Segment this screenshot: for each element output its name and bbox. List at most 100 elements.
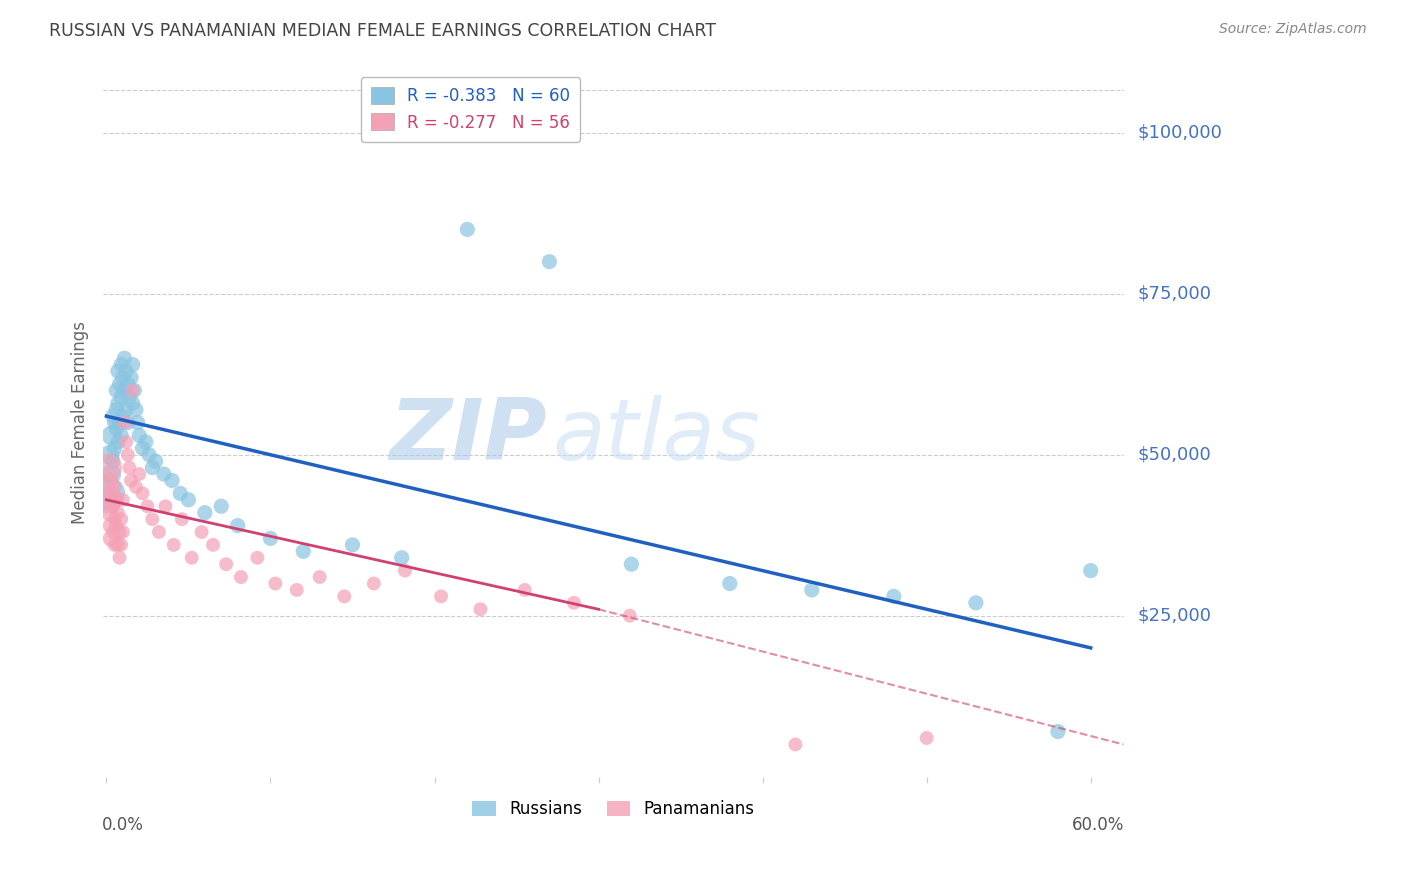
Point [108, 416, 131, 430]
Point [141, 512, 163, 526]
Point [619, 608, 641, 623]
Point [785, 738, 807, 752]
Point [342, 538, 364, 552]
Point [163, 538, 186, 552]
Point [101, 524, 124, 539]
Point [98, 448, 121, 462]
Point [118, 460, 141, 475]
Point [135, 434, 157, 449]
Point [100, 532, 122, 546]
Point [456, 222, 478, 236]
Point [128, 467, 150, 481]
Point [153, 467, 176, 481]
Text: 0.0%: 0.0% [103, 815, 143, 833]
Point [800, 582, 823, 597]
Point [110, 538, 132, 552]
Point [121, 358, 143, 372]
Text: RUSSIAN VS PANAMANIAN MEDIAN FEMALE EARNINGS CORRELATION CHART: RUSSIAN VS PANAMANIAN MEDIAN FEMALE EARN… [49, 22, 716, 40]
Point [108, 524, 131, 539]
Point [169, 486, 191, 500]
Point [111, 524, 134, 539]
Point [100, 467, 122, 481]
Point [105, 492, 128, 507]
Point [883, 590, 905, 604]
Point [110, 358, 132, 372]
Point [120, 474, 142, 488]
Point [117, 416, 139, 430]
Point [107, 364, 129, 378]
Point [145, 454, 167, 468]
Point [148, 524, 170, 539]
Point [177, 492, 200, 507]
Text: $75,000: $75,000 [1137, 285, 1212, 302]
Point [98, 506, 121, 520]
Point [127, 416, 149, 430]
Point [104, 442, 127, 456]
Point [107, 434, 129, 449]
Text: $50,000: $50,000 [1137, 446, 1211, 464]
Point [108, 376, 131, 391]
Point [120, 370, 142, 384]
Point [114, 416, 136, 430]
Point [620, 558, 643, 572]
Point [105, 384, 128, 398]
Point [121, 396, 143, 410]
Text: $100,000: $100,000 [1137, 124, 1222, 142]
Text: atlas: atlas [553, 395, 761, 478]
Text: ZIP: ZIP [389, 395, 547, 478]
Point [333, 590, 356, 604]
Point [117, 448, 139, 462]
Point [107, 396, 129, 410]
Point [105, 422, 128, 436]
Point [97, 492, 120, 507]
Point [118, 390, 141, 404]
Point [170, 512, 193, 526]
Point [117, 376, 139, 391]
Point [105, 518, 128, 533]
Point [101, 409, 124, 424]
Point [101, 500, 124, 514]
Point [209, 500, 232, 514]
Text: $25,000: $25,000 [1137, 607, 1212, 624]
Point [100, 486, 122, 500]
Point [264, 576, 287, 591]
Text: Source: ZipAtlas.com: Source: ZipAtlas.com [1219, 22, 1367, 37]
Point [363, 576, 385, 591]
Point [124, 384, 146, 398]
Point [97, 460, 120, 475]
Y-axis label: Median Female Earnings: Median Female Earnings [72, 321, 89, 524]
Point [718, 576, 741, 591]
Point [104, 416, 127, 430]
Point [111, 370, 134, 384]
Point [194, 506, 217, 520]
Point [391, 550, 413, 565]
Point [562, 596, 585, 610]
Point [104, 512, 127, 526]
Point [125, 480, 148, 494]
Point [430, 590, 453, 604]
Point [97, 486, 120, 500]
Point [190, 524, 212, 539]
Point [226, 518, 249, 533]
Point [202, 538, 225, 552]
Point [180, 550, 202, 565]
Point [470, 602, 492, 616]
Point [1046, 724, 1069, 739]
Point [141, 460, 163, 475]
Point [108, 550, 131, 565]
Point [110, 428, 132, 442]
Point [115, 402, 138, 417]
Point [138, 448, 160, 462]
Point [111, 492, 134, 507]
Point [104, 480, 127, 494]
Point [100, 518, 122, 533]
Point [131, 442, 153, 456]
Legend: Russians, Panamanians: Russians, Panamanians [465, 794, 761, 825]
Point [538, 254, 561, 268]
Point [155, 500, 177, 514]
Point [131, 486, 153, 500]
Point [215, 558, 238, 572]
Point [125, 402, 148, 417]
Point [110, 512, 132, 526]
Point [100, 428, 122, 442]
